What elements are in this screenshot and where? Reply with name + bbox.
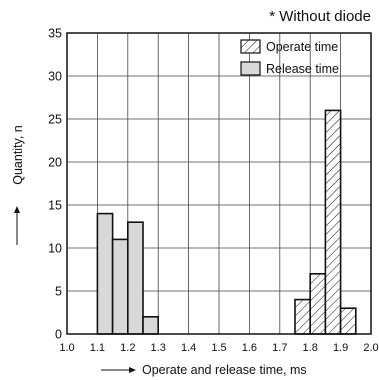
- x-tick-label-2: 1.2: [120, 342, 135, 354]
- y-tick-labels: 0 5 10 15 20 25 30 35: [48, 27, 62, 342]
- y-axis-arrowhead: [14, 206, 20, 213]
- bar-release-0: [96, 212, 114, 335]
- histogram-bars: [96, 109, 357, 335]
- bar-operate-2: [324, 109, 342, 335]
- bar-release-1: [111, 238, 129, 335]
- y-tick-label-4: 20: [48, 156, 62, 170]
- legend-label-release-time: Release time: [266, 62, 339, 76]
- x-tick-label-0: 1.0: [59, 342, 74, 354]
- x-tick-label-6: 1.6: [242, 342, 257, 354]
- y-tick-label-3: 15: [48, 199, 62, 213]
- x-axis-arrowhead: [129, 367, 136, 373]
- y-tick-label-2: 10: [48, 242, 62, 256]
- y-tick-label-5: 25: [48, 113, 62, 127]
- y-tick-label-6: 30: [48, 70, 62, 84]
- legend-swatch-release-time: [240, 61, 261, 76]
- x-axis-title: Operate and release time, ms: [142, 363, 307, 377]
- y-tick-label-7: 35: [48, 27, 62, 41]
- x-tick-label-8: 1.8: [303, 342, 318, 354]
- plot-frame: [66, 32, 372, 335]
- bar-release-3: [142, 315, 159, 335]
- x-axis-label: Operate and release time, ms: [101, 363, 307, 377]
- x-tick-label-10: 2.0: [363, 342, 378, 354]
- bar-operate-0: [294, 298, 311, 335]
- x-tick-label-4: 1.4: [181, 342, 196, 354]
- x-tick-labels: 1.0 1.1 1.2 1.3 1.4 1.5 1.6 1.7 1.8 1.9 2.0: [59, 342, 378, 354]
- y-tick-label-1: 5: [55, 285, 62, 299]
- y-axis-label: Quantity, n: [11, 125, 25, 245]
- legend: Operate time Release time: [240, 39, 339, 76]
- x-tick-label-1: 1.1: [90, 342, 105, 354]
- bar-operate-3: [339, 307, 357, 335]
- bar-operate-1: [309, 272, 327, 335]
- y-tick-label-0: 0: [55, 328, 62, 342]
- x-tick-label-7: 1.7: [272, 342, 287, 354]
- legend-swatch-operate-time: [240, 39, 261, 54]
- bar-release-2: [127, 221, 144, 335]
- x-tick-label-3: 1.3: [151, 342, 166, 354]
- legend-label-operate-time: Operate time: [266, 40, 338, 54]
- chart-title: * Without diode: [269, 8, 371, 25]
- x-tick-label-9: 1.9: [333, 342, 348, 354]
- x-tick-label-5: 1.5: [211, 342, 226, 354]
- y-axis-title: Quantity, n: [11, 125, 25, 185]
